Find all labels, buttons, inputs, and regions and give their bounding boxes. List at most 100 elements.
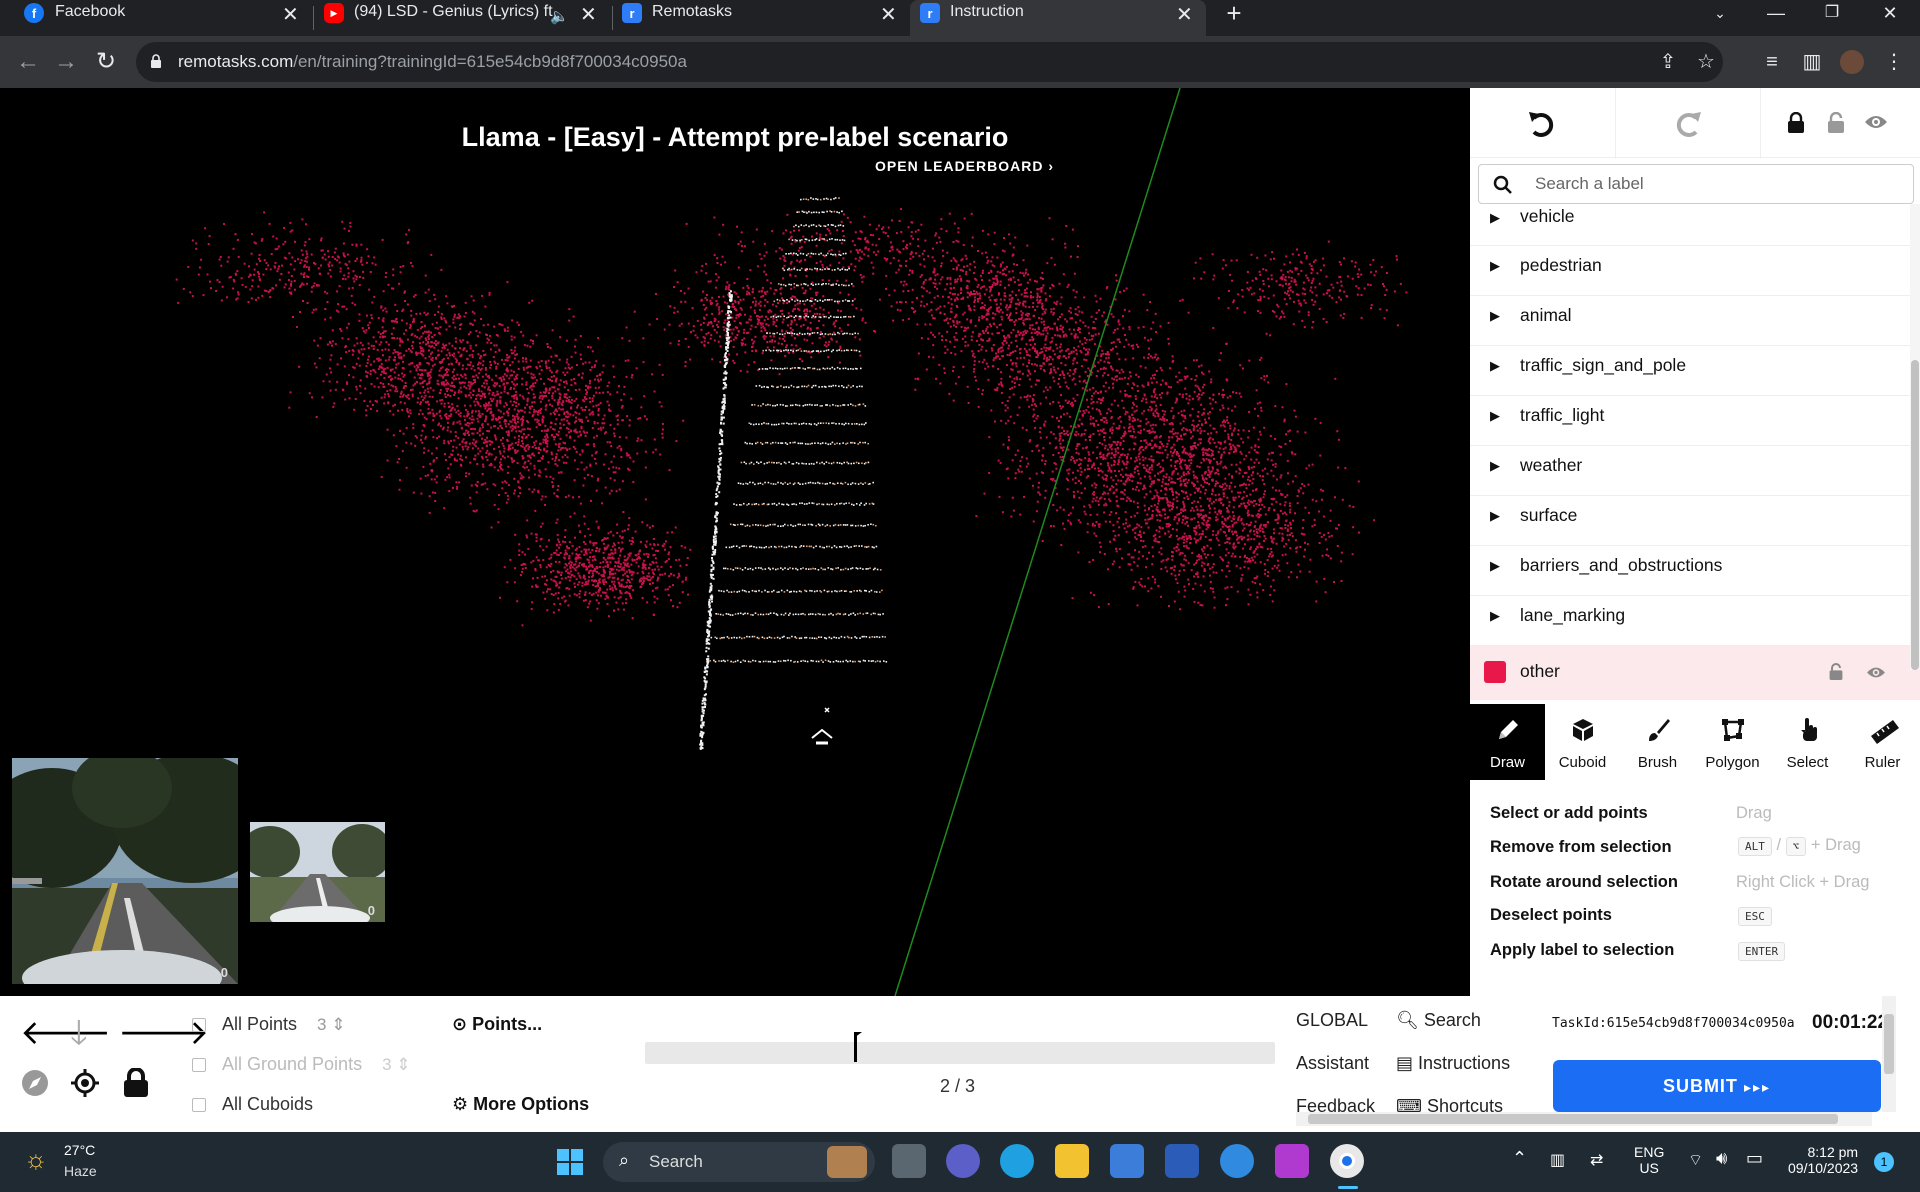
- label-item-pedestrian[interactable]: ▶ pedestrian: [1470, 246, 1910, 296]
- all-cuboids-toggle[interactable]: All Cuboids: [192, 1094, 313, 1115]
- notification-badge[interactable]: 1: [1874, 1152, 1894, 1172]
- feedback-menu[interactable]: Feedback: [1296, 1096, 1376, 1112]
- clock[interactable]: 8:12 pm 09/10/2023: [1788, 1144, 1859, 1176]
- chevron-up-icon[interactable]: ⌃: [1512, 1148, 1528, 1168]
- reload-icon[interactable]: ↻: [95, 48, 117, 75]
- label-list-scroll-thumb[interactable]: [1911, 360, 1919, 670]
- windows-start-icon[interactable]: [556, 1148, 584, 1176]
- tab-youtube[interactable]: ▶ (94) LSD - Genius (Lyrics) ft. 🔈 ✕: [314, 0, 620, 36]
- vertical-scrollbar[interactable]: [1882, 996, 1896, 1112]
- forward-icon[interactable]: →: [54, 48, 78, 75]
- label-item-weather[interactable]: ▶ weather: [1470, 446, 1910, 496]
- open-leaderboard-link[interactable]: OPEN LEADERBOARD ›: [875, 158, 1055, 174]
- caret-right-icon[interactable]: ▶: [1490, 408, 1500, 423]
- undo-icon[interactable]: [1526, 108, 1558, 140]
- compass-icon[interactable]: [20, 1068, 50, 1098]
- all-ground-points-toggle[interactable]: All Ground Points 3 ⇕: [192, 1054, 411, 1075]
- back-icon[interactable]: ←: [16, 48, 40, 75]
- caret-right-icon[interactable]: ▶: [1490, 458, 1500, 473]
- battery-icon[interactable]: ▭: [1746, 1148, 1764, 1168]
- label-item-vehicle[interactable]: ▶ vehicle: [1470, 204, 1910, 246]
- search-input[interactable]: [1535, 171, 1905, 197]
- redo-icon[interactable]: [1672, 108, 1704, 140]
- frame-timeline[interactable]: [645, 1042, 1275, 1064]
- speaker-icon[interactable]: 🔈: [550, 8, 569, 25]
- arrow-right-icon[interactable]: 🡒: [118, 1014, 210, 1052]
- close-tab-icon[interactable]: ✕: [580, 4, 597, 26]
- arrow-down-icon[interactable]: 🡓: [70, 1014, 88, 1052]
- label-item-traffic-light[interactable]: ▶ traffic_light: [1470, 396, 1910, 446]
- draw-tool-button[interactable]: Draw: [1470, 704, 1545, 780]
- tray-app-icon[interactable]: ▥: [1550, 1152, 1566, 1169]
- unlock-all-icon[interactable]: [1826, 112, 1846, 134]
- caret-right-icon[interactable]: ▶: [1490, 308, 1500, 323]
- teams-chat-icon[interactable]: [946, 1144, 980, 1178]
- label-item-barriers-and-obstructions[interactable]: ▶ barriers_and_obstructions: [1470, 546, 1910, 596]
- label-item-lane-marking[interactable]: ▶ lane_marking: [1470, 596, 1910, 646]
- tab-search-icon[interactable]: ⌄: [1714, 5, 1726, 21]
- instructions-button[interactable]: ▤ Instructions: [1396, 1053, 1511, 1073]
- tab-remotasks[interactable]: r Remotasks ✕: [614, 0, 912, 36]
- lock-camera-icon[interactable]: [122, 1068, 150, 1098]
- ruler-tool-button[interactable]: Ruler: [1845, 704, 1920, 780]
- visibility-eye-icon[interactable]: [1866, 666, 1886, 679]
- weather-temp[interactable]: 27°C: [64, 1142, 96, 1158]
- bookmark-star-icon[interactable]: ☆: [1697, 51, 1715, 73]
- tray-settings-icon[interactable]: ⇄: [1590, 1152, 1604, 1169]
- close-tab-icon[interactable]: ✕: [1176, 4, 1193, 26]
- arrow-left-icon[interactable]: 🡐: [20, 1014, 112, 1052]
- caret-right-icon[interactable]: ▶: [1490, 558, 1500, 573]
- select-tool-button[interactable]: Select: [1770, 704, 1845, 780]
- polygon-tool-button[interactable]: Polygon: [1695, 704, 1770, 780]
- point-size-stepper[interactable]: 3 ⇕: [317, 1015, 346, 1034]
- brush-tool-button[interactable]: Brush: [1620, 704, 1695, 780]
- label-item-surface[interactable]: ▶ surface: [1470, 496, 1910, 546]
- point-size-stepper[interactable]: 3 ⇕: [382, 1055, 411, 1074]
- recenter-target-icon[interactable]: [70, 1068, 100, 1098]
- lock-all-icon[interactable]: [1786, 112, 1806, 134]
- close-window-icon[interactable]: ✕: [1882, 3, 1898, 23]
- chrome-icon[interactable]: [1330, 1144, 1364, 1178]
- horizontal-scrollbar[interactable]: [1296, 1112, 1872, 1126]
- lidar-viewport[interactable]: Llama - [Easy] - Attempt pre-label scena…: [0, 88, 1470, 996]
- share-icon[interactable]: ⇪: [1659, 51, 1677, 73]
- timeline-playhead[interactable]: [854, 1032, 862, 1062]
- close-tab-icon[interactable]: ✕: [880, 4, 897, 26]
- tab-instruction[interactable]: r Instruction ✕: [910, 0, 1206, 36]
- more-options-button[interactable]: ⚙ More Options: [452, 1094, 590, 1114]
- caret-right-icon[interactable]: ▶: [1490, 608, 1500, 623]
- taskbar-search[interactable]: ⌕ Search: [603, 1142, 875, 1182]
- close-tab-icon[interactable]: ✕: [282, 4, 299, 26]
- language-indicator[interactable]: ENG US: [1634, 1144, 1665, 1176]
- assistant-menu[interactable]: Assistant: [1296, 1053, 1370, 1073]
- minimize-icon[interactable]: —: [1767, 3, 1785, 23]
- app-icon[interactable]: [1275, 1144, 1309, 1178]
- cuboid-tool-button[interactable]: Cuboid: [1545, 704, 1620, 780]
- camera-view-secondary[interactable]: 0: [250, 822, 385, 922]
- new-tab-icon[interactable]: +: [1226, 0, 1242, 28]
- visibility-eye-icon[interactable]: [1864, 114, 1888, 130]
- caret-right-icon[interactable]: ▶: [1490, 358, 1500, 373]
- wifi-icon[interactable]: ⌔: [1688, 1152, 1704, 1169]
- label-item-animal[interactable]: ▶ animal: [1470, 296, 1910, 346]
- chrome-menu-icon[interactable]: ⋮: [1884, 51, 1904, 73]
- checkbox[interactable]: [192, 1018, 206, 1033]
- volume-icon[interactable]: 🔊︎: [1716, 1148, 1728, 1168]
- all-points-toggle[interactable]: All Points 3 ⇕: [192, 1014, 345, 1035]
- edge-icon[interactable]: [1000, 1144, 1034, 1178]
- tab-facebook[interactable]: f Facebook ✕: [0, 0, 310, 36]
- restore-icon[interactable]: ❐: [1824, 4, 1840, 21]
- mail-icon[interactable]: [1165, 1144, 1199, 1178]
- checkbox[interactable]: [192, 1058, 206, 1073]
- label-item-traffic-sign-and-pole[interactable]: ▶ traffic_sign_and_pole: [1470, 346, 1910, 396]
- unlock-icon[interactable]: [1828, 663, 1844, 681]
- task-view-icon[interactable]: [892, 1144, 926, 1178]
- caret-right-icon[interactable]: ▶: [1490, 258, 1500, 273]
- label-item-other-selected[interactable]: other: [1470, 646, 1920, 700]
- search-button[interactable]: 🔍︎ Search: [1396, 1010, 1481, 1030]
- profile-avatar[interactable]: [1840, 50, 1864, 74]
- point-cloud[interactable]: [0, 88, 1470, 996]
- url-bar[interactable]: remotasks.com/en/training?trainingId=615…: [136, 42, 1723, 82]
- submit-button[interactable]: SUBMIT ▸▸▸: [1553, 1060, 1881, 1112]
- shortcuts-button[interactable]: ⌨ Shortcuts: [1396, 1096, 1503, 1112]
